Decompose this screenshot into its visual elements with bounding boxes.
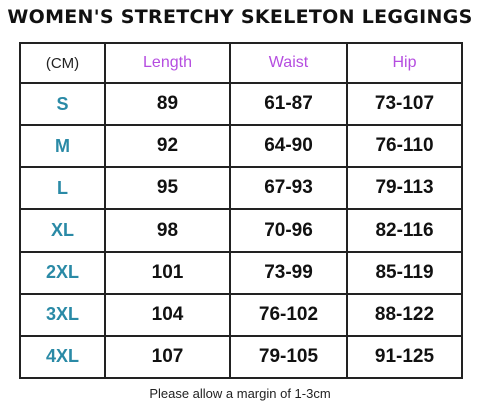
size-label: 2XL <box>19 250 106 295</box>
hip-value: 91-125 <box>346 334 463 380</box>
hip-value: 85-119 <box>346 250 463 295</box>
size-label: L <box>19 166 106 211</box>
length-value: 104 <box>104 292 231 337</box>
size-label: 3XL <box>19 292 106 337</box>
table-header-row: (CM) Length Waist Hip <box>19 41 463 85</box>
hip-value: 73-107 <box>346 82 463 127</box>
size-label: 4XL <box>19 334 106 380</box>
hip-value: 79-113 <box>346 166 463 211</box>
page-title: WOMEN'S STRETCHY SKELETON LEGGINGS <box>7 6 473 28</box>
column-header-length: Length <box>104 41 231 85</box>
length-value: 89 <box>104 82 231 127</box>
table-row: L 95 67-93 79-113 <box>19 166 463 211</box>
waist-value: 76-102 <box>229 292 348 337</box>
waist-value: 70-96 <box>229 208 348 253</box>
column-header-hip: Hip <box>346 41 463 85</box>
margin-note: Please allow a margin of 1-3cm <box>149 386 331 401</box>
size-label: S <box>19 82 106 127</box>
hip-value: 88-122 <box>346 292 463 337</box>
hip-value: 76-110 <box>346 124 463 169</box>
unit-label: (CM) <box>19 41 106 85</box>
table-row: 2XL 101 73-99 85-119 <box>19 250 463 295</box>
table-row: M 92 64-90 76-110 <box>19 124 463 169</box>
table-row: XL 98 70-96 82-116 <box>19 208 463 253</box>
size-label: M <box>19 124 106 169</box>
length-value: 92 <box>104 124 231 169</box>
waist-value: 61-87 <box>229 82 348 127</box>
table-row: 3XL 104 76-102 88-122 <box>19 292 463 337</box>
length-value: 98 <box>104 208 231 253</box>
table-row: S 89 61-87 73-107 <box>19 82 463 127</box>
waist-value: 64-90 <box>229 124 348 169</box>
size-label: XL <box>19 208 106 253</box>
length-value: 101 <box>104 250 231 295</box>
waist-value: 73-99 <box>229 250 348 295</box>
length-value: 107 <box>104 334 231 380</box>
size-chart-table: (CM) Length Waist Hip S 89 61-87 73-107 … <box>19 41 463 380</box>
hip-value: 82-116 <box>346 208 463 253</box>
column-header-waist: Waist <box>229 41 348 85</box>
waist-value: 79-105 <box>229 334 348 380</box>
waist-value: 67-93 <box>229 166 348 211</box>
table-row: 4XL 107 79-105 91-125 <box>19 334 463 380</box>
length-value: 95 <box>104 166 231 211</box>
